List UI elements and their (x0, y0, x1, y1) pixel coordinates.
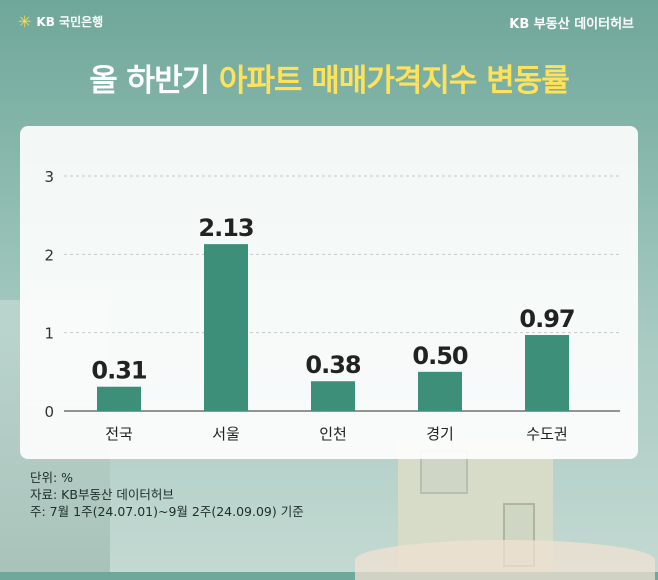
bar-chart: 0 1 2 3 0.31 전국 2.13 서울 0.38 인천 0.50 경기 0.97 수도권 (44, 168, 620, 443)
brand-right-text: KB 부동산 데이터허브 (509, 17, 634, 32)
y-tick-label: 2 (44, 246, 54, 264)
chart-card: 0 1 2 3 0.31 전국 2.13 서울 0.38 인천 0.50 경기 0.97 수도권 (20, 126, 638, 459)
page-title: 올 하반기 아파트 매매가격지수 변동률 (0, 55, 658, 100)
footnotes: 단위: % 자료: KB부동산 데이터허브 주: 7월 1주(24.07.01)… (30, 469, 304, 520)
data-label: 2.13 (198, 214, 253, 242)
y-tick-label: 1 (44, 325, 54, 343)
y-tick-label: 3 (44, 168, 54, 186)
data-label: 0.97 (519, 305, 574, 333)
title-prefix: 올 하반기 (89, 63, 219, 99)
kb-star-icon: ✳ (18, 11, 32, 31)
footnote-unit: 단위: % (30, 470, 74, 485)
x-tick-label: 경기 (426, 425, 454, 443)
data-label: 0.31 (91, 357, 147, 385)
x-tick-label: 인천 (319, 425, 347, 443)
x-tick-label: 전국 (105, 425, 133, 443)
bar (525, 335, 569, 411)
brand-left-text: KB 국민은행 (36, 15, 104, 29)
bar (418, 371, 462, 411)
x-tick-label: 수도권 (526, 425, 567, 443)
footnote-source: 자료: KB부동산 데이터허브 (30, 487, 174, 502)
y-tick-label: 0 (44, 403, 54, 421)
background-hands (355, 540, 655, 580)
title-highlight: 아파트 매매가격지수 변동률 (218, 63, 570, 99)
kb-bank-logo: ✳ KB 국민은행 (18, 13, 103, 30)
data-label: 0.50 (412, 342, 468, 370)
footnote-note: 주: 7월 1주(24.07.01)~9월 2주(24.09.09) 기준 (30, 504, 304, 519)
bar (97, 386, 141, 411)
bar (204, 244, 248, 411)
bar (311, 381, 355, 411)
x-tick-label: 서울 (212, 425, 240, 443)
data-label: 0.38 (305, 351, 361, 379)
